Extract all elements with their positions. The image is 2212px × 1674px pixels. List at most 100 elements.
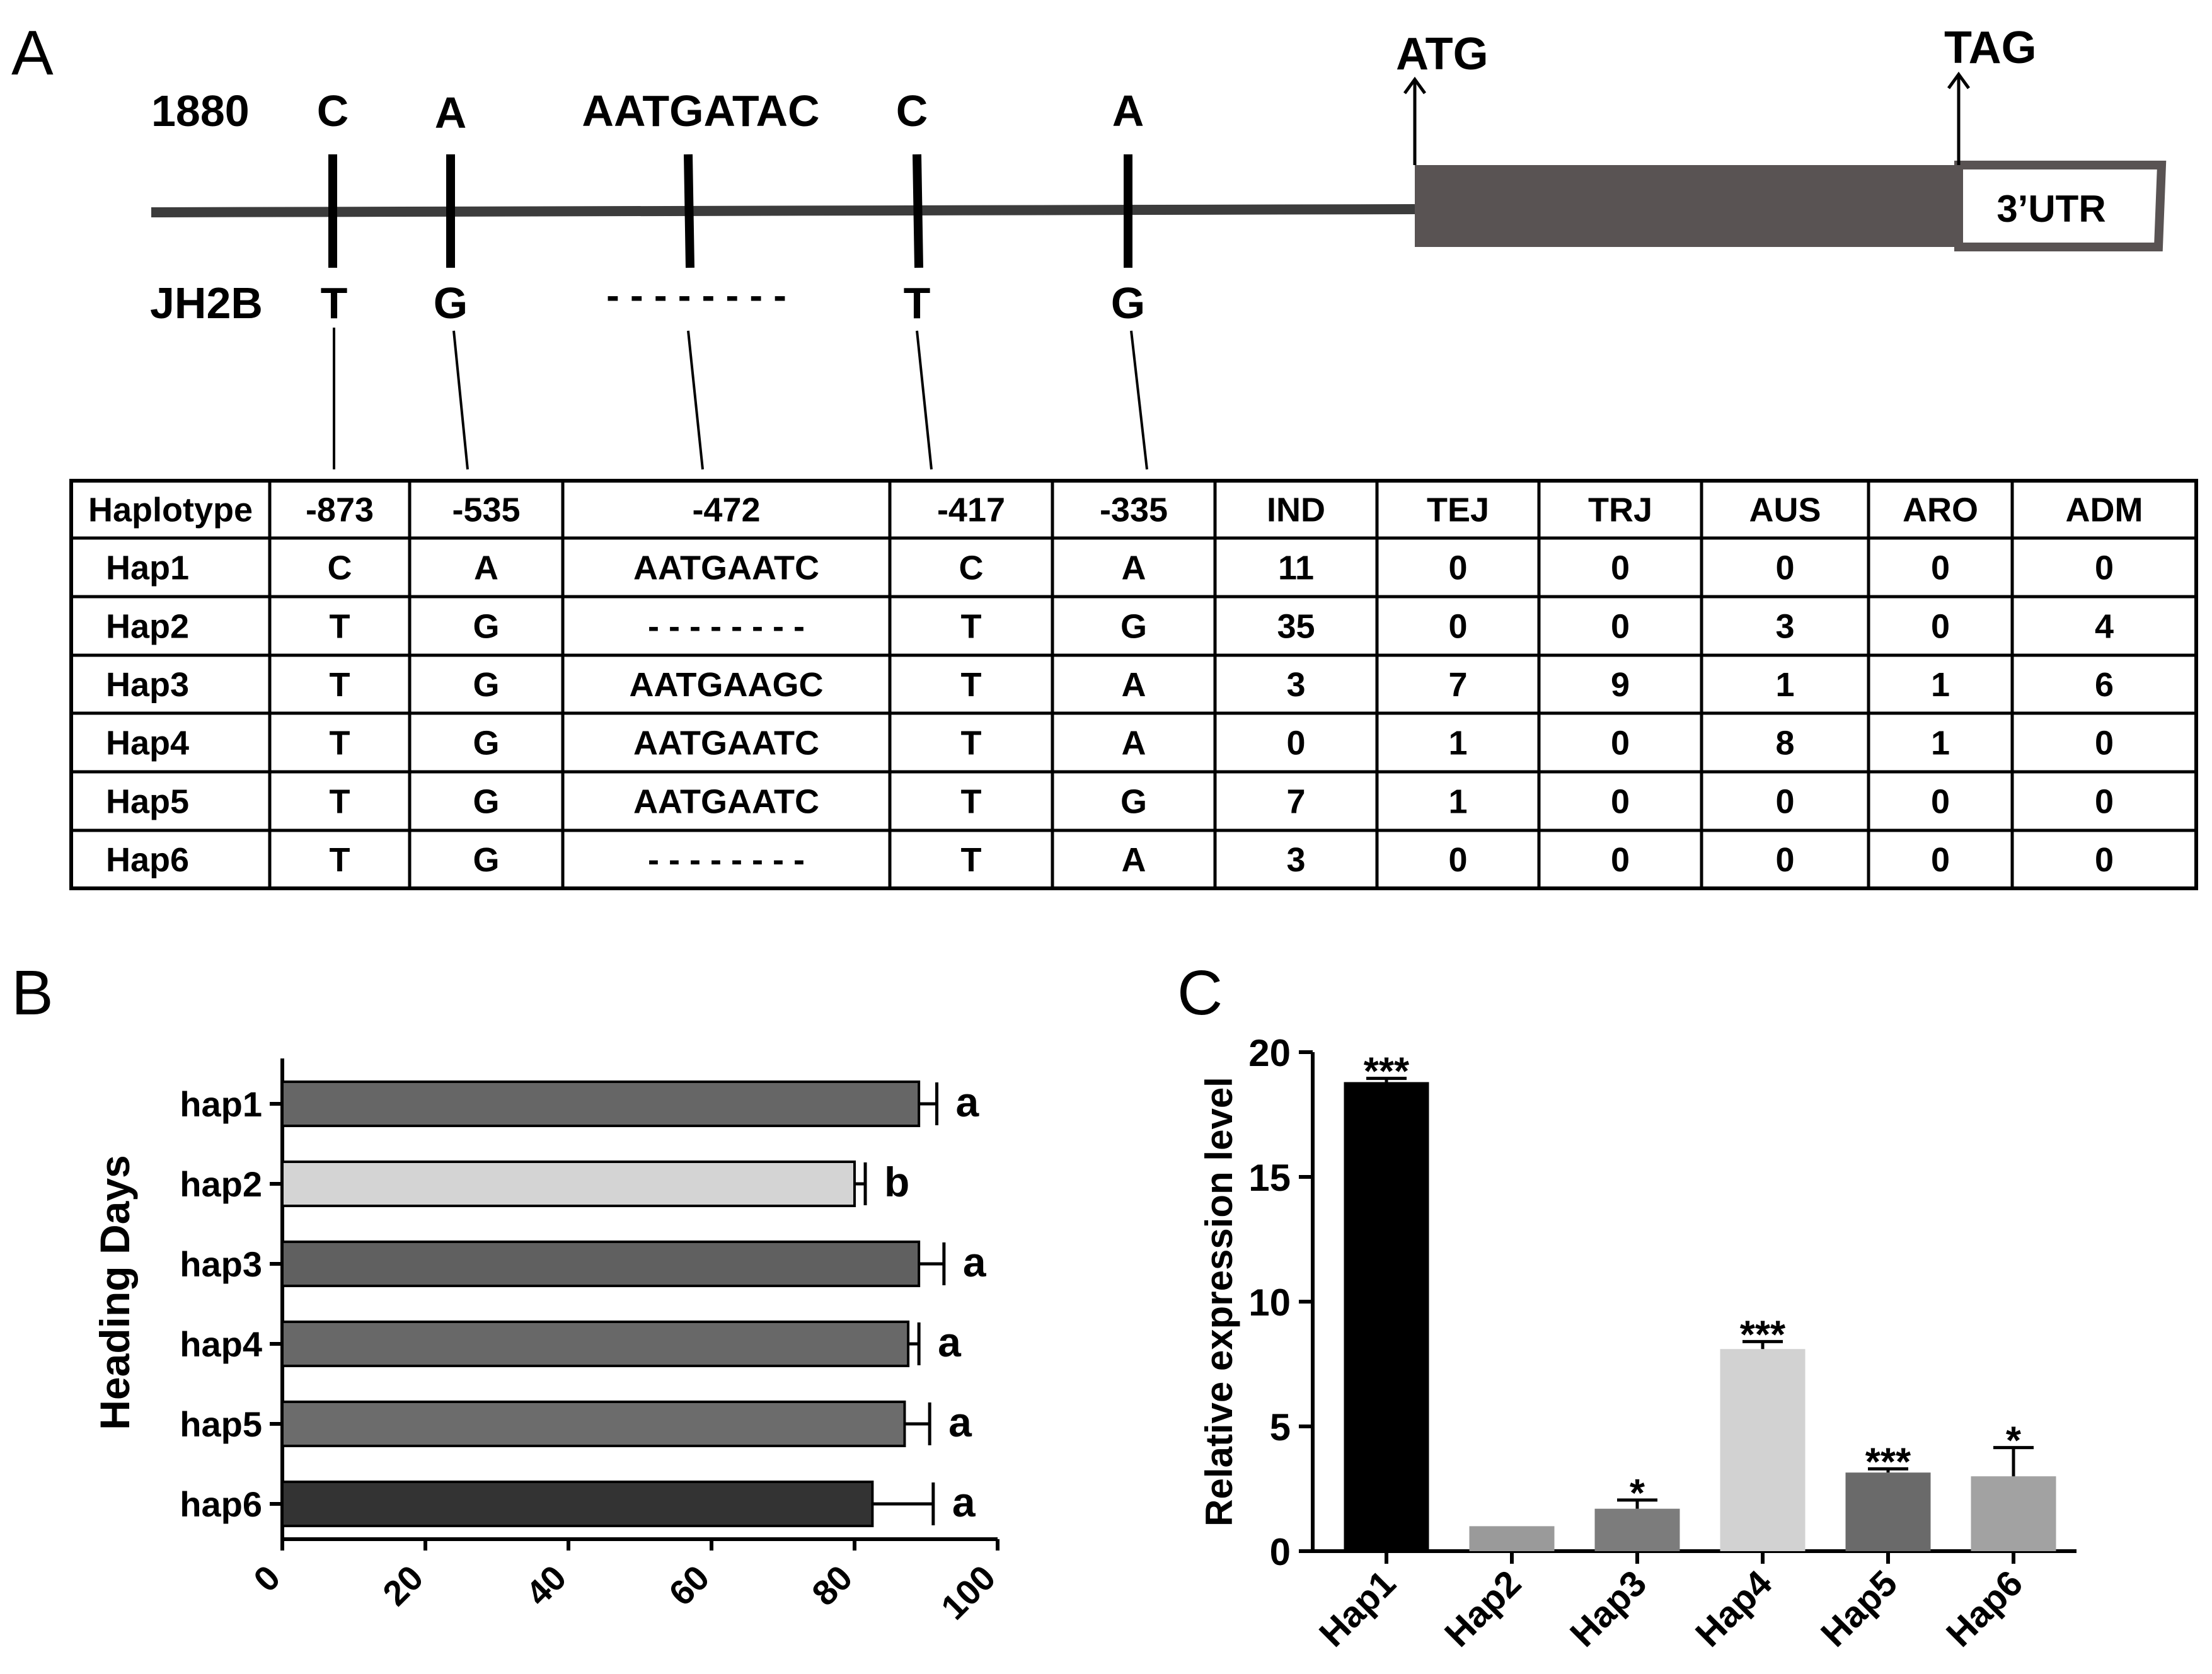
panel-b-label: B <box>11 958 54 1028</box>
table-cell: 0 <box>1286 725 1305 762</box>
table-header-cell: ARO <box>1903 491 1978 529</box>
significance-stars: *** <box>1364 1050 1410 1094</box>
table-border <box>69 479 2198 890</box>
table-cell: T <box>961 608 982 646</box>
bar <box>281 1161 856 1207</box>
table-cell: G <box>473 608 499 646</box>
ref-allele-4: C <box>896 86 928 135</box>
heading-days-chart: 0 20 40 60 80 100 hap1 a hap2 b hap3 a hap4 a hap5 a hap… <box>91 1058 1003 1627</box>
haplotype-table: Haplotype -873 -535 -472 -417 -335 IND TEJ TRJ AU… <box>69 479 2198 890</box>
table-cell: 0 <box>1611 608 1630 646</box>
significance-letter: a <box>963 1239 987 1285</box>
x-tick-label: 100 <box>933 1557 1003 1627</box>
category-label: Hap5 <box>1813 1562 1905 1654</box>
x-tick-label: 80 <box>804 1557 860 1614</box>
table-cell: 35 <box>1277 608 1315 646</box>
table-cell: G <box>473 783 499 821</box>
table-cell: 7 <box>1286 783 1305 821</box>
bar <box>1720 1349 1806 1551</box>
bar <box>1594 1508 1680 1551</box>
alt-allele-3: - - - - - - - - <box>606 274 786 318</box>
connector-line <box>1130 330 1148 470</box>
bar <box>281 1401 906 1447</box>
table-row-header: Hap4 <box>106 725 189 762</box>
category-label: hap1 <box>180 1084 262 1124</box>
bar <box>1971 1476 2056 1551</box>
table-cell: 0 <box>1611 783 1630 821</box>
y-tick-label: 15 <box>1248 1157 1291 1199</box>
table-header-cell: -335 <box>1100 491 1168 529</box>
x-tick-label: 0 <box>246 1557 288 1600</box>
category-label: Hap2 <box>1437 1562 1529 1654</box>
table-header-cell: IND <box>1267 491 1325 529</box>
coding-region <box>1415 165 1959 247</box>
table-cell: 0 <box>1931 549 1950 587</box>
start-arrow-head <box>1403 76 1427 95</box>
table-cell: T <box>961 725 982 762</box>
table-cell: 6 <box>2095 666 2114 704</box>
table-row-header: Hap2 <box>106 608 189 646</box>
table-cell: T <box>330 725 350 762</box>
category-label: hap3 <box>180 1244 262 1284</box>
table-cell: AATGAATC <box>633 549 819 587</box>
table-cell: G <box>473 666 499 704</box>
significance-letter: b <box>884 1159 909 1205</box>
position-connectors <box>333 328 1148 470</box>
table-cell: 0 <box>1611 725 1630 762</box>
table-cell: 9 <box>1611 666 1630 704</box>
table-cell: T <box>330 666 350 704</box>
table-cell: - - - - - - - - <box>648 608 805 646</box>
alt-allele-1: T <box>321 278 348 328</box>
promoter-line <box>151 204 1415 217</box>
panel-a-label: A <box>11 18 54 88</box>
table-cell: 0 <box>1611 841 1630 879</box>
table-cell: 0 <box>1448 608 1467 646</box>
table-cell: AATGAAGC <box>630 666 824 704</box>
bar <box>1469 1526 1555 1551</box>
stop-codon-label: TAG <box>1944 23 2037 73</box>
table-cell: 1 <box>1448 725 1467 762</box>
ref-allele-2: A <box>435 88 467 137</box>
table-cell: 0 <box>1448 841 1467 879</box>
category-label: hap2 <box>180 1164 262 1204</box>
table-row-header: Hap6 <box>106 841 189 879</box>
y-tick-label: 5 <box>1270 1406 1291 1448</box>
bar <box>281 1481 874 1527</box>
table-cell: 1 <box>1931 666 1950 704</box>
table-cell: 0 <box>1775 549 1794 587</box>
start-codon-label: ATG <box>1396 29 1489 79</box>
significance-letter: a <box>938 1319 962 1365</box>
table-row-header: Hap5 <box>106 783 189 821</box>
variant-tick <box>684 154 694 268</box>
y-axis-title: Heading Days <box>91 1155 138 1430</box>
table-cell: T <box>330 841 350 879</box>
y-tick-label: 0 <box>1270 1531 1291 1573</box>
y-tick-label: 10 <box>1248 1281 1291 1324</box>
connector-line <box>452 330 469 470</box>
significance-letter: a <box>956 1079 980 1125</box>
x-tick-label: 60 <box>661 1557 717 1614</box>
bar <box>281 1081 921 1127</box>
table-cell: G <box>473 725 499 762</box>
table-header-cell: Haplotype <box>88 491 253 529</box>
table-row-header: Hap1 <box>106 549 189 587</box>
table-cell: 11 <box>1278 549 1314 587</box>
utr-region <box>1954 161 2167 251</box>
alt-allele-4: T <box>904 278 931 328</box>
table-cell: A <box>474 549 498 587</box>
ref-allele-1: C <box>317 86 349 135</box>
alt-genotype-name: JH2B <box>150 278 263 328</box>
stop-arrow-head <box>1947 71 1971 89</box>
significance-letter: a <box>948 1399 972 1445</box>
table-header-cell: TRJ <box>1588 491 1652 529</box>
x-tick-label: 20 <box>375 1557 431 1614</box>
table-cell: A <box>1122 666 1146 704</box>
table-cell: 3 <box>1286 666 1305 704</box>
table-cell: 4 <box>2095 608 2114 646</box>
table-cell: 0 <box>1611 549 1630 587</box>
variant-tick <box>913 154 923 268</box>
table-cell: 0 <box>2095 549 2114 587</box>
ref-genotype-name: 1880 <box>151 86 250 135</box>
table-cell: 1 <box>1775 666 1794 704</box>
table-cell: AATGAATC <box>633 725 819 762</box>
